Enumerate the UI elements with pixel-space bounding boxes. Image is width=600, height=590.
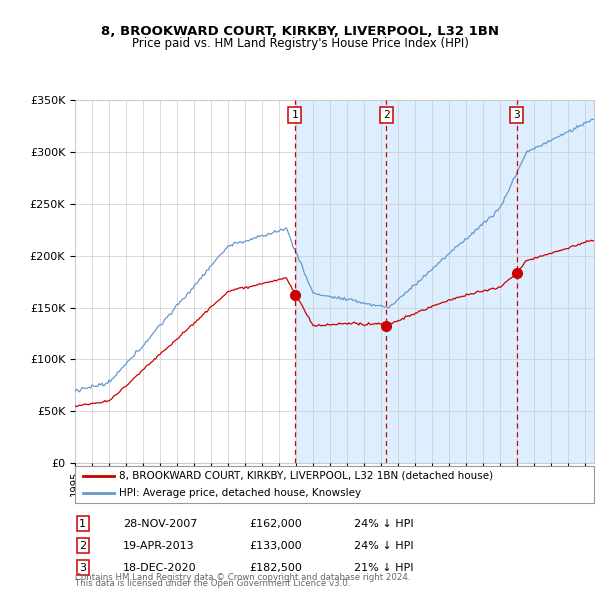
Bar xyxy=(295,100,386,463)
Text: 18-DEC-2020: 18-DEC-2020 xyxy=(123,563,197,572)
Text: 8, BROOKWARD COURT, KIRKBY, LIVERPOOL, L32 1BN (detached house): 8, BROOKWARD COURT, KIRKBY, LIVERPOOL, L… xyxy=(119,471,493,480)
Text: 24% ↓ HPI: 24% ↓ HPI xyxy=(354,519,413,529)
Text: 24% ↓ HPI: 24% ↓ HPI xyxy=(354,541,413,550)
Text: 8, BROOKWARD COURT, KIRKBY, LIVERPOOL, L32 1BN: 8, BROOKWARD COURT, KIRKBY, LIVERPOOL, L… xyxy=(101,25,499,38)
Text: 3: 3 xyxy=(514,110,520,120)
Text: 28-NOV-2007: 28-NOV-2007 xyxy=(123,519,197,529)
Text: HPI: Average price, detached house, Knowsley: HPI: Average price, detached house, Know… xyxy=(119,488,361,497)
Text: 19-APR-2013: 19-APR-2013 xyxy=(123,541,194,550)
Text: 21% ↓ HPI: 21% ↓ HPI xyxy=(354,563,413,572)
Text: £182,500: £182,500 xyxy=(249,563,302,572)
Text: £133,000: £133,000 xyxy=(249,541,302,550)
Text: This data is licensed under the Open Government Licence v3.0.: This data is licensed under the Open Gov… xyxy=(75,579,350,588)
Text: 2: 2 xyxy=(79,541,86,550)
Text: 1: 1 xyxy=(292,110,298,120)
Bar xyxy=(517,100,594,463)
Text: 1: 1 xyxy=(79,519,86,529)
Text: Contains HM Land Registry data © Crown copyright and database right 2024.: Contains HM Land Registry data © Crown c… xyxy=(75,573,410,582)
Text: £162,000: £162,000 xyxy=(249,519,302,529)
Text: 2: 2 xyxy=(383,110,390,120)
Text: Price paid vs. HM Land Registry's House Price Index (HPI): Price paid vs. HM Land Registry's House … xyxy=(131,37,469,50)
Bar xyxy=(386,100,517,463)
Text: 3: 3 xyxy=(79,563,86,572)
